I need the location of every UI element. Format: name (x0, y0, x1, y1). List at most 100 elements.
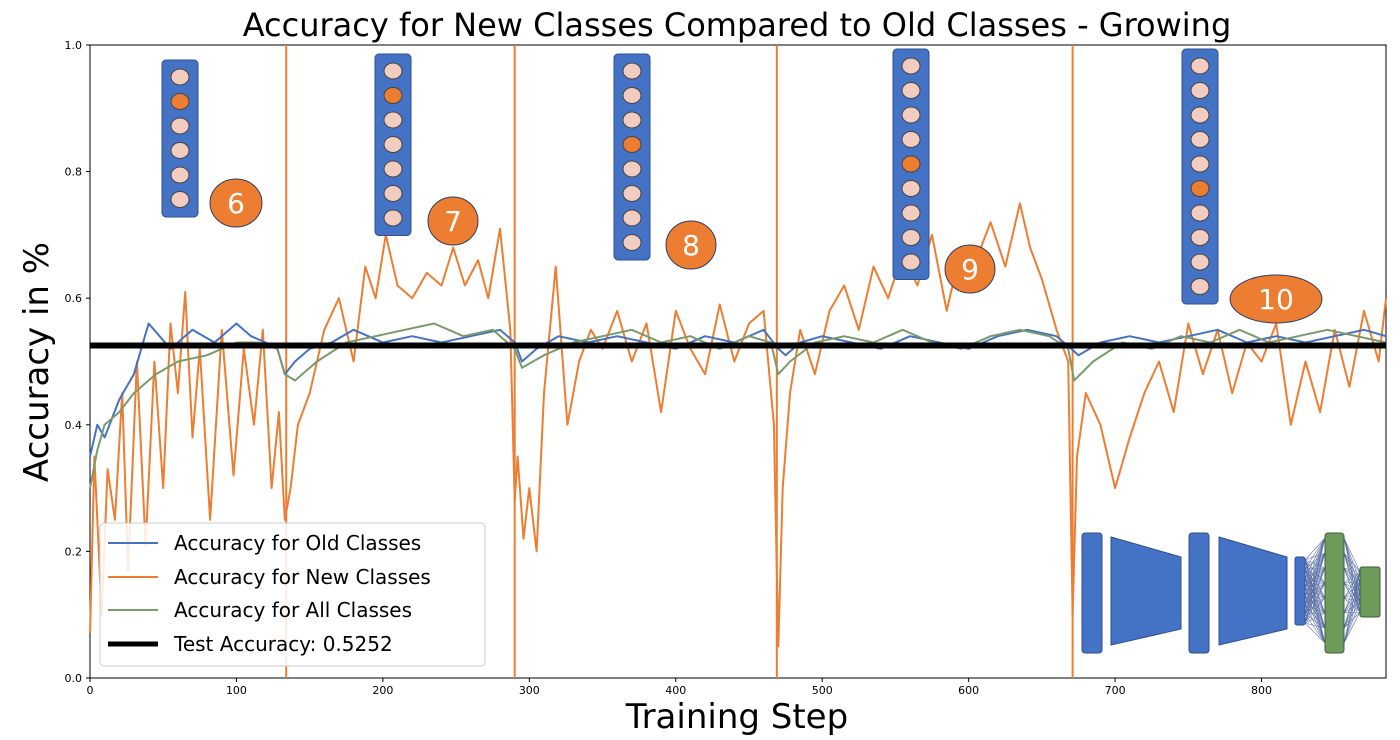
x-tick-label: 200 (372, 684, 393, 697)
neuron (170, 117, 190, 135)
neuron (170, 68, 190, 86)
neuron-column (613, 53, 651, 261)
dense-connection (1304, 537, 1326, 606)
dense-connection (1343, 552, 1361, 573)
dense-connection (1304, 552, 1326, 615)
neuron-count-badge (665, 220, 717, 270)
dense-connection (1343, 571, 1361, 629)
neuron (1190, 253, 1210, 271)
dense-connection (1343, 567, 1361, 583)
neuron (383, 136, 403, 153)
dense-connection (1304, 537, 1326, 624)
dense-connection (1343, 611, 1361, 629)
dense-connection (1304, 622, 1326, 644)
dense-connection (1343, 537, 1361, 573)
conv-block-icon (1081, 532, 1103, 654)
neuron-count-badge (209, 178, 263, 228)
y-axis-title: Accuracy in % (17, 242, 57, 482)
dense-connection (1343, 591, 1361, 629)
neuron (383, 62, 403, 80)
neuron (622, 62, 642, 80)
dense-connection (1304, 537, 1326, 570)
network-architecture-icon (1081, 532, 1381, 654)
neuron (1190, 278, 1210, 295)
neuron (622, 234, 642, 251)
dense-connection (1304, 552, 1326, 597)
neuron-count-badge (944, 244, 996, 294)
neuron-highlighted (901, 155, 921, 173)
dense-connection (1304, 612, 1326, 624)
neuron (1190, 57, 1210, 75)
dense-connection (1343, 537, 1361, 583)
neuron (383, 209, 403, 227)
series-line-all (89, 322, 1387, 489)
x-tick-label: 0 (87, 684, 94, 697)
neuron-count-label: 10 (1258, 283, 1294, 316)
neuron-highlighted (383, 87, 403, 104)
dense-connection (1343, 591, 1361, 614)
neuron (901, 57, 921, 75)
neuron (901, 180, 921, 197)
dense-connection (1304, 552, 1326, 624)
x-axis-title: Training Step (625, 697, 848, 737)
dense-connection (1304, 537, 1326, 615)
dense-connection (1343, 581, 1361, 644)
neuron-count-label: 7 (444, 205, 462, 238)
dense-connection (1343, 552, 1361, 583)
dense-connection (1304, 582, 1326, 624)
neuron-count-label: 9 (961, 253, 979, 286)
conv-block-icon (1188, 532, 1210, 654)
x-tick-label: 500 (812, 684, 833, 697)
neuron (170, 166, 190, 184)
x-tick-label: 100 (226, 684, 247, 697)
neuron (901, 253, 921, 271)
pool-block-icon (1218, 536, 1288, 646)
dense-connection (1304, 567, 1326, 570)
dense-connection (1343, 611, 1361, 644)
neuron-annotations: 6 7 8 9 10 (161, 48, 1323, 324)
y-tick-label: 0.0 (65, 672, 83, 685)
dense-connection (1304, 537, 1326, 579)
legend-label-test: Test Accuracy: 0.5252 (173, 632, 393, 656)
neuron-highlighted (170, 93, 190, 110)
dense-connection (1304, 567, 1326, 624)
dense-connection (1304, 622, 1326, 629)
dense-connection (1304, 552, 1326, 570)
dense-connection (1343, 571, 1361, 584)
neuron-highlighted (622, 136, 642, 153)
neuron-count-badge (427, 196, 479, 246)
neuron (1190, 82, 1210, 99)
neuron (383, 111, 403, 129)
series-line-old (89, 322, 1387, 457)
x-tick-label: 800 (1251, 684, 1272, 697)
dense-connection (1343, 567, 1361, 593)
neuron (622, 160, 642, 178)
series-line-new (89, 202, 1387, 648)
dense-connection (1304, 567, 1326, 588)
series-lines (89, 202, 1387, 648)
neuron (170, 191, 190, 208)
dense-connection (1304, 552, 1326, 579)
neuron-count-label: 6 (227, 187, 245, 220)
neuron-count-badge (1229, 274, 1323, 324)
dense-connection (1304, 567, 1326, 579)
legend-label-all: Accuracy for All Classes (174, 598, 412, 622)
neuron (1190, 131, 1210, 148)
legend-box (99, 522, 486, 667)
dense-connection (1343, 581, 1361, 614)
neuron (383, 160, 403, 178)
neuron (383, 185, 403, 202)
neuron (1190, 229, 1210, 246)
y-tick-label: 0.6 (65, 292, 83, 305)
dense-connection (1304, 552, 1326, 588)
y-tick-label: 0.8 (65, 166, 83, 179)
dense-connection (1343, 552, 1361, 593)
x-tick-label: 300 (519, 684, 540, 697)
dense-connection (1304, 537, 1326, 561)
pool-block-icon (1110, 536, 1182, 646)
dense-block-icon (1324, 532, 1345, 654)
x-tick-label: 600 (958, 684, 979, 697)
x-tick-label: 700 (1105, 684, 1126, 697)
dense-connection (1343, 567, 1361, 573)
